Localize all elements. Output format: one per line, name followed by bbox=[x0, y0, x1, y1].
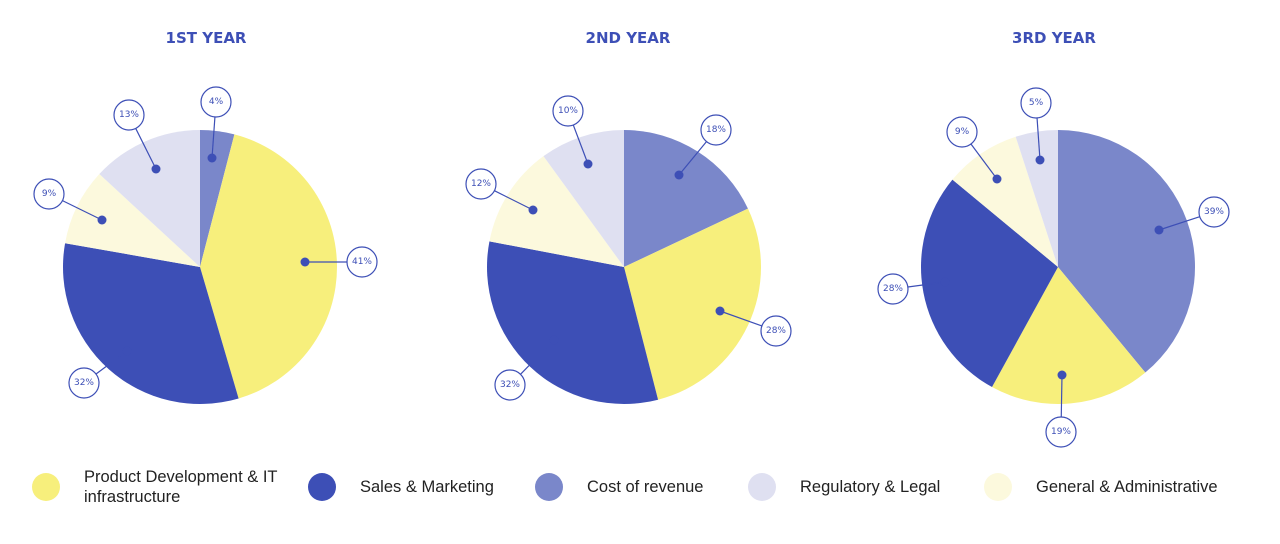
callout-dot bbox=[122, 346, 132, 356]
callout-bubble bbox=[33, 178, 65, 210]
data-label: 12% bbox=[471, 179, 491, 189]
legend-item-regulatory: Regulatory & Legal bbox=[748, 462, 940, 512]
pie-slice-regulatory bbox=[543, 129, 624, 267]
legend-item-cost: Cost of revenue bbox=[535, 462, 703, 512]
callout-bubble bbox=[346, 246, 378, 278]
pie-charts: 1ST YEAR 4% 41% 32% 9% 13% 2ND YEAR 18% 28% 32% 12… bbox=[33, 29, 1230, 448]
data-label: 9% bbox=[42, 189, 57, 199]
callout-leader-line bbox=[494, 190, 534, 211]
legend-swatch bbox=[535, 473, 563, 501]
callout-bubble bbox=[494, 369, 526, 401]
callout-bubble bbox=[113, 99, 145, 131]
legend-swatch bbox=[748, 473, 776, 501]
callout-dot bbox=[300, 257, 310, 267]
pie-slice-cost bbox=[200, 130, 235, 267]
callout-bubble bbox=[946, 116, 978, 148]
callout-dot bbox=[1035, 155, 1045, 165]
callout-dot bbox=[1057, 370, 1067, 380]
callout-leader-line bbox=[970, 143, 998, 180]
callout-bubble bbox=[877, 273, 909, 305]
callout-leader-line bbox=[1036, 117, 1041, 161]
data-label: 39% bbox=[1204, 207, 1224, 217]
callout-bubble bbox=[552, 95, 584, 127]
callout-leader-line bbox=[211, 116, 216, 159]
pie-slice-product-dev bbox=[624, 208, 761, 400]
pie-chart-3: 3RD YEAR 39% 19% 28% 9% 5% bbox=[877, 29, 1230, 448]
callout-leader-line bbox=[135, 128, 157, 170]
callout-leader-line bbox=[520, 339, 555, 375]
callout-leader-line bbox=[678, 141, 707, 176]
callout-dot bbox=[151, 164, 161, 174]
pie-slice-product-dev bbox=[200, 134, 338, 399]
callout-leader-line bbox=[719, 310, 763, 327]
callout-bubble bbox=[1198, 196, 1230, 228]
data-label: 32% bbox=[500, 380, 520, 390]
callout-leader-line bbox=[1060, 374, 1063, 418]
legend-item-sales: Sales & Marketing bbox=[308, 462, 494, 512]
data-label: 9% bbox=[955, 127, 970, 137]
callout-bubble bbox=[465, 168, 497, 200]
callout-leader-line bbox=[572, 124, 589, 165]
callout-dot bbox=[992, 174, 1002, 184]
legend-swatch bbox=[32, 473, 60, 501]
pie-slice-product-dev bbox=[992, 267, 1146, 404]
legend-label: Sales & Marketing bbox=[360, 478, 494, 496]
pie-slice-sales bbox=[487, 241, 659, 405]
data-label: 19% bbox=[1051, 427, 1071, 437]
callout-bubble bbox=[760, 315, 792, 347]
data-label: 32% bbox=[74, 378, 94, 388]
legend-swatch bbox=[984, 473, 1012, 501]
legend-label: Regulatory & Legal bbox=[800, 478, 941, 496]
callout-dot bbox=[1154, 225, 1164, 235]
legend-item-general: General & Administrative bbox=[984, 462, 1218, 512]
pie-slice-general bbox=[489, 156, 624, 267]
data-label: 5% bbox=[1029, 98, 1044, 108]
legend-label: Cost of revenue bbox=[587, 478, 704, 496]
callout-bubble bbox=[1045, 416, 1077, 448]
callout-leader-line bbox=[1158, 216, 1200, 231]
pie-slice-general bbox=[65, 174, 200, 267]
callout-dot bbox=[549, 335, 559, 345]
pie-slice-cost bbox=[1058, 130, 1196, 373]
callout-dot bbox=[583, 159, 593, 169]
data-label: 28% bbox=[883, 284, 903, 294]
data-label: 41% bbox=[352, 257, 372, 267]
pie-slice-general bbox=[952, 136, 1058, 267]
callout-bubble bbox=[68, 367, 100, 399]
data-label: 4% bbox=[209, 97, 224, 107]
data-label: 10% bbox=[558, 106, 578, 116]
legend: Product Development & IT infrastructure S… bbox=[0, 462, 1280, 522]
callout-bubble bbox=[700, 114, 732, 146]
pie-slice-regulatory bbox=[1015, 130, 1058, 267]
pie-slice-sales bbox=[921, 179, 1058, 388]
callout-dot bbox=[715, 306, 725, 316]
legend-swatch bbox=[308, 473, 336, 501]
pie-slice-regulatory bbox=[99, 130, 200, 267]
pie-slice-cost bbox=[624, 130, 748, 267]
legend-label: Product Development & IT infrastructure bbox=[84, 468, 278, 506]
callout-leader-line bbox=[907, 281, 946, 288]
legend-item-product-dev: Product Development & IT infrastructure bbox=[32, 462, 284, 512]
chart-title: 1ST YEAR bbox=[166, 29, 247, 47]
data-label: 18% bbox=[706, 125, 726, 135]
pie-slice-sales bbox=[62, 243, 239, 405]
chart-title: 2ND YEAR bbox=[586, 29, 671, 47]
data-label: 13% bbox=[119, 110, 139, 120]
callout-dot bbox=[674, 170, 684, 180]
callout-bubble bbox=[1020, 87, 1052, 119]
pie-chart-2: 2ND YEAR 18% 28% 32% 12% 10% bbox=[465, 29, 792, 405]
legend-label: General & Administrative bbox=[1036, 478, 1218, 496]
pie-chart-1: 1ST YEAR 4% 41% 32% 9% 13% bbox=[33, 29, 378, 405]
chart-title: 3RD YEAR bbox=[1012, 29, 1096, 47]
callout-dot bbox=[207, 153, 217, 163]
data-label: 28% bbox=[766, 326, 786, 336]
callout-bubble bbox=[200, 86, 232, 118]
callout-leader-line bbox=[95, 350, 128, 375]
callout-dot bbox=[528, 205, 538, 215]
callout-leader-line bbox=[62, 200, 103, 221]
callout-dot bbox=[97, 215, 107, 225]
callout-dot bbox=[940, 277, 950, 287]
